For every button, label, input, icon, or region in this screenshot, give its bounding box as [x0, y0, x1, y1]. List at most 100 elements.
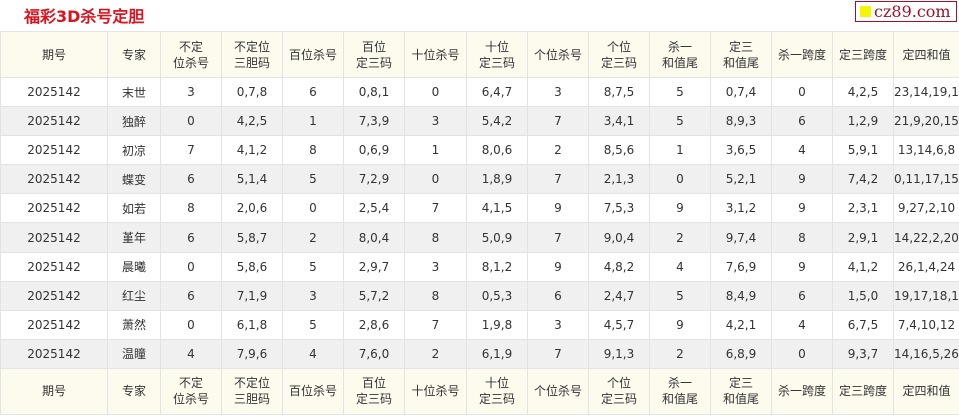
column-header-label: 个位杀号: [533, 384, 582, 399]
table-cell: 14,16,5,26: [893, 338, 959, 369]
table-cell: 21,9,20,15: [893, 106, 959, 137]
column-header-label: 杀一: [667, 39, 692, 54]
column-header-label: 位杀号: [172, 392, 209, 407]
column-header: 定三 和值尾: [710, 367, 772, 415]
table-cell: 6,8,9: [710, 338, 772, 369]
table-cell: 9,1,3: [588, 338, 650, 369]
table-cell: 7,2,9: [343, 164, 405, 195]
table-cell: 5: [282, 309, 344, 340]
column-header: 专家: [107, 31, 161, 78]
table-cell: 9,3,7: [832, 338, 894, 369]
table-cell: 9: [527, 193, 589, 224]
column-header: 十位杀号: [404, 367, 467, 415]
table-row: 2025142 温瞳 4 7,9,6 4 7,6,0 2 6,1,9 7 9,1,3 2 6,8,9 0…: [0, 338, 959, 369]
table-cell: 2: [649, 338, 711, 369]
column-header-label: 不定: [178, 376, 203, 391]
table-cell: 0,11,17,15: [893, 164, 959, 195]
table-cell: 0: [404, 76, 467, 108]
table-cell: 7: [527, 338, 589, 369]
table-cell: 0: [160, 309, 222, 340]
table-cell: 2025142: [0, 193, 108, 224]
column-header: 个位 定三码: [588, 31, 650, 78]
site-logo[interactable]: cz89.com: [855, 1, 957, 22]
table-cell: 9: [771, 164, 833, 195]
table-cell: 6: [527, 280, 589, 311]
logo-text: cz89.com: [874, 1, 951, 21]
column-header: 十位 定三码: [466, 367, 528, 415]
table-cell: 8: [404, 222, 467, 253]
column-header-label: 定三码: [355, 392, 392, 407]
table-cell: 9,27,2,10: [893, 193, 959, 224]
table-cell: 23,14,19,11: [893, 76, 959, 108]
column-header: 定四和值: [893, 31, 959, 78]
table-cell: 0: [771, 76, 833, 108]
table-row: 2025142 红尘 6 7,1,9 3 5,7,2 8 0,5,3 6 2,4,7 5 8,4,9 6…: [0, 280, 959, 311]
table-cell: 7,6,0: [343, 338, 405, 369]
table-cell: 6: [282, 76, 344, 108]
table-cell: 6: [160, 280, 222, 311]
table-cell: 2: [649, 222, 711, 253]
table-cell: 8: [771, 222, 833, 253]
table-cell: 4,2,1: [710, 309, 772, 340]
table-cell: 5: [649, 280, 711, 311]
table-cell: 6: [771, 280, 833, 311]
table-cell: 19,17,18,11: [893, 280, 959, 311]
table-cell: 0: [160, 251, 222, 282]
prediction-table: 期号 专家 不定 位杀号 不定位 三胆码 百位杀号 百位 定三码 十位杀号 十位 定三码 个位杀号 个位定…: [0, 31, 959, 415]
table-cell: 初凉: [107, 135, 161, 166]
column-header-label: 百位杀号: [288, 47, 337, 62]
table-cell: 5,2,1: [710, 164, 772, 195]
column-header-label: 期号: [41, 47, 66, 62]
table-cell: 4: [771, 309, 833, 340]
column-header-label: 定四和值: [902, 384, 951, 399]
table-cell: 2025142: [0, 251, 108, 282]
column-header: 定三 和值尾: [710, 31, 772, 78]
table-cell: 4: [649, 251, 711, 282]
table-cell: 4,1,2: [832, 251, 894, 282]
table-cell: 7,4,2: [832, 164, 894, 195]
table-cell: 0: [771, 338, 833, 369]
column-header: 个位杀号: [527, 367, 589, 415]
table-cell: 2: [404, 338, 467, 369]
table-cell: 6,7,5: [832, 309, 894, 340]
table-cell: 8,9,3: [710, 106, 772, 137]
table-cell: 5,0,9: [466, 222, 528, 253]
table-cell: 0: [282, 193, 344, 224]
column-header: 杀一 和值尾: [649, 367, 711, 415]
table-cell: 2025142: [0, 280, 108, 311]
table-cell: 3: [527, 76, 589, 108]
table-cell: 8,7,5: [588, 76, 650, 108]
table-row: 2025142 堇年 6 5,8,7 2 8,0,4 8 5,0,9 7 9,0,4 2 9,7,4 8…: [0, 222, 959, 253]
table-row: 2025142 蝶变 6 5,1,4 5 7,2,9 0 1,8,9 7 2,1,3 0 5,2,1 9…: [0, 164, 959, 195]
table-cell: 2025142: [0, 164, 108, 195]
table-cell: 2025142: [0, 222, 108, 253]
table-cell: 1,2,9: [832, 106, 894, 137]
table-cell: 4,2,5: [221, 106, 283, 137]
table-cell: 8,5,6: [588, 135, 650, 166]
column-header-label: 十位: [484, 376, 509, 391]
table-cell: 5,1,4: [221, 164, 283, 195]
table-cell: 5: [282, 164, 344, 195]
column-header-label: 定三码: [478, 392, 515, 407]
table-row: 2025142 末世 3 0,7,8 6 0,8,1 0 6,4,7 3 8,7,5 5 0,7,4 0…: [0, 76, 959, 108]
table-cell: 4,5,7: [588, 309, 650, 340]
table-row: 2025142 晨曦 0 5,8,6 5 2,9,7 3 8,1,2 9 4,8,2 4 7,6,9 9…: [0, 251, 959, 282]
table-cell: 4,2,5: [832, 76, 894, 108]
column-header-label: 定三码: [600, 392, 637, 407]
column-header-label: 不定: [178, 39, 203, 54]
table-row: 2025142 如若 8 2,0,6 0 2,5,4 7 4,1,5 9 7,5,3 9 3,1,2 9…: [0, 193, 959, 224]
table-cell: 9,7,4: [710, 222, 772, 253]
column-header: 期号: [0, 367, 108, 415]
table-cell: 6: [160, 164, 222, 195]
table-cell: 8,0,6: [466, 135, 528, 166]
table-cell: 3: [527, 309, 589, 340]
column-header-label: 个位: [606, 376, 631, 391]
column-header-label: 期号: [41, 384, 66, 399]
table-cell: 萧然: [107, 309, 161, 340]
column-header: 专家: [107, 367, 161, 415]
table-cell: 0,8,1: [343, 76, 405, 108]
table-cell: 6: [771, 106, 833, 137]
table-row: 2025142 独醉 0 4,2,5 1 7,3,9 3 5,4,2 7 3,4,1 5 8,9,3 6…: [0, 106, 959, 137]
table-cell: 3: [160, 76, 222, 108]
column-header-label: 位杀号: [172, 55, 209, 70]
